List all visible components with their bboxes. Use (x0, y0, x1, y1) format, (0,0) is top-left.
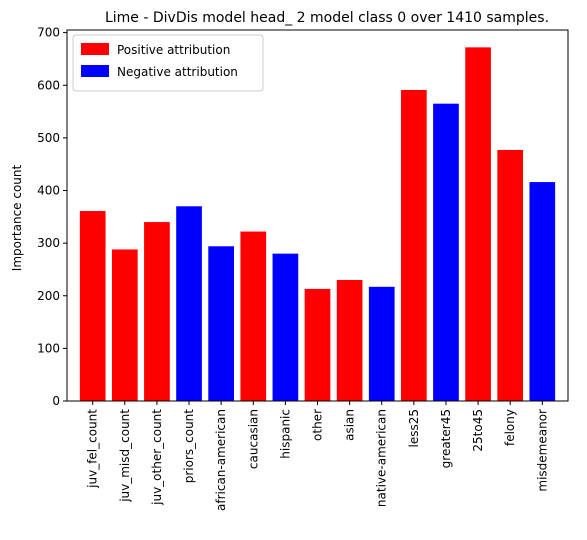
bar-25to45 (465, 47, 491, 401)
y-tick-label: 600 (37, 78, 60, 92)
bar-greater45 (433, 103, 459, 401)
y-tick-label: 500 (37, 131, 60, 145)
bars (79, 47, 556, 401)
x-tick-label: 25to45 (471, 409, 485, 452)
bar-asian (336, 279, 363, 401)
bar-african-american (208, 246, 234, 401)
bar-priors_count (176, 206, 202, 401)
x-axis-ticks: juv_fel_count juv_misd_count juv_other_cou… (86, 401, 549, 511)
x-tick-label: juv_misd_count (118, 409, 132, 503)
legend-swatch-positive (81, 43, 109, 55)
bar-other (304, 288, 331, 401)
x-tick-label: greater45 (439, 409, 453, 468)
legend-swatch-negative (81, 65, 109, 77)
bar-juv_other_count (144, 222, 170, 401)
legend-label-negative: Negative attribution (117, 65, 238, 79)
legend-box (72, 34, 264, 92)
y-tick-label: 200 (37, 289, 60, 303)
x-tick-label: caucasian (246, 409, 260, 469)
bar-misdemeanor (529, 182, 556, 401)
chart-title: Lime - DivDis model head_ 2 model class … (105, 10, 549, 26)
x-tick-label: juv_fel_count (86, 409, 100, 489)
y-tick-label: 0 (52, 394, 60, 408)
legend: Positive attribution Negative attribution (72, 34, 264, 92)
bar-juv_fel_count (79, 211, 106, 401)
x-tick-label: juv_other_count (150, 409, 164, 506)
x-tick-label: priors_count (182, 409, 196, 484)
legend-label-positive: Positive attribution (117, 43, 230, 57)
y-axis-ticks: 0 100 200 300 400 500 600 700 (37, 26, 67, 408)
bar-less25 (401, 89, 427, 401)
y-tick-label: 700 (37, 26, 60, 40)
bar-hispanic (272, 253, 299, 401)
bar-juv_misd_count (111, 249, 138, 401)
x-tick-label: less25 (407, 409, 421, 448)
y-tick-label: 300 (37, 236, 60, 250)
y-tick-label: 100 (37, 341, 60, 355)
x-tick-label: hispanic (278, 409, 292, 459)
bar-felony (497, 149, 524, 401)
y-axis-label: Importance count (10, 164, 24, 271)
x-tick-label: native-american (375, 409, 389, 507)
x-tick-label: misdemeanor (535, 409, 549, 492)
y-tick-label: 400 (37, 184, 60, 198)
bar-native-american (368, 286, 395, 401)
x-tick-label: african-american (214, 409, 228, 511)
x-tick-label: felony (503, 409, 517, 446)
x-tick-label: asian (343, 409, 357, 441)
x-tick-label: other (311, 409, 325, 441)
plot-frame (66, 29, 569, 402)
bar-caucasian (240, 231, 267, 401)
